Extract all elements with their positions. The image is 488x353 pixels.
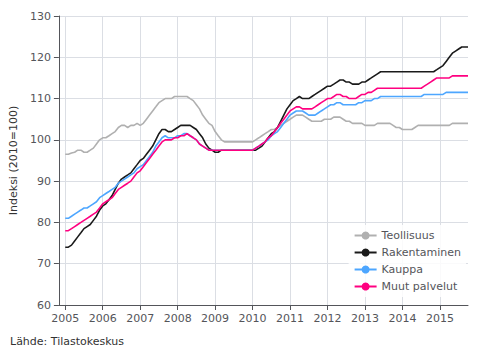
svg-text:2009: 2009 <box>201 312 229 325</box>
svg-text:2011: 2011 <box>276 312 304 325</box>
svg-text:100: 100 <box>30 133 51 146</box>
svg-text:Lähde: Tilastokeskus: Lähde: Tilastokeskus <box>10 335 124 348</box>
svg-text:2006: 2006 <box>89 312 117 325</box>
svg-text:110: 110 <box>30 92 51 105</box>
svg-text:80: 80 <box>37 216 51 229</box>
svg-text:90: 90 <box>37 175 51 188</box>
svg-text:2007: 2007 <box>126 312 154 325</box>
svg-text:Indeksi (2010=100): Indeksi (2010=100) <box>7 106 20 215</box>
svg-text:Muut palvelut: Muut palvelut <box>382 280 458 293</box>
svg-text:Teollisuus: Teollisuus <box>381 229 435 242</box>
svg-text:70: 70 <box>37 257 51 270</box>
svg-text:Rakentaminen: Rakentaminen <box>382 246 461 259</box>
svg-text:2013: 2013 <box>351 312 379 325</box>
svg-text:2012: 2012 <box>314 312 342 325</box>
svg-text:2010: 2010 <box>239 312 267 325</box>
svg-text:Kauppa: Kauppa <box>382 263 423 276</box>
svg-text:2014: 2014 <box>388 312 416 325</box>
svg-text:2008: 2008 <box>164 312 192 325</box>
svg-text:2015: 2015 <box>426 312 454 325</box>
svg-text:130: 130 <box>30 10 51 23</box>
svg-text:2005: 2005 <box>51 312 79 325</box>
svg-text:60: 60 <box>37 299 51 312</box>
svg-text:120: 120 <box>30 51 51 64</box>
